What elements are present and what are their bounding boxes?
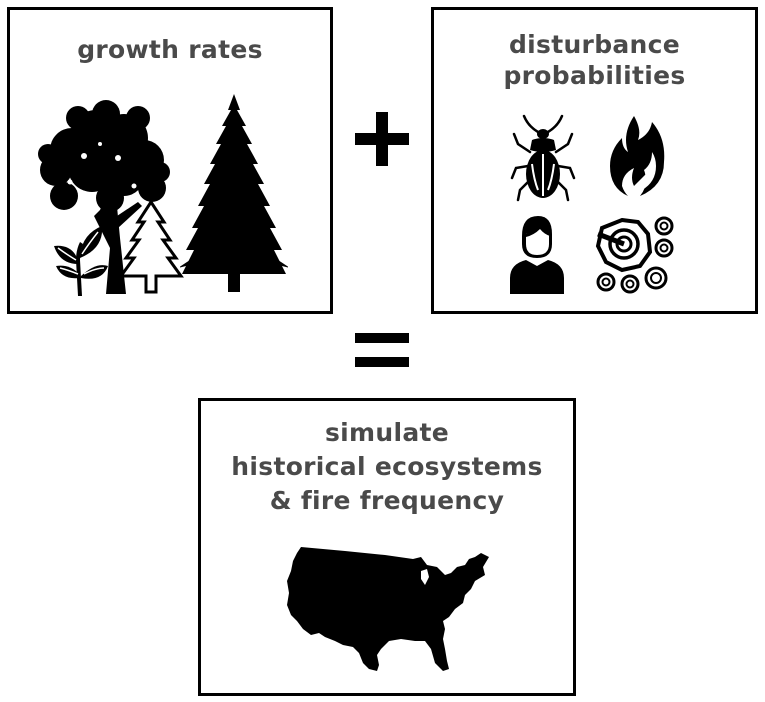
simulate-title-line2: historical ecosystems <box>231 452 543 481</box>
growth-rates-title: growth rates <box>10 34 330 65</box>
simulate-title-line3: & fire frequency <box>269 486 505 515</box>
seedling-icon <box>54 226 108 296</box>
simulate-title-line1: simulate <box>324 418 450 447</box>
beetle-icon <box>510 114 576 202</box>
deciduous-tree-icon <box>38 100 170 294</box>
equals-icon <box>355 333 409 367</box>
disturbance-probabilities-box: disturbance probabilities <box>431 7 758 314</box>
usa-map-icon <box>287 547 489 671</box>
disturbance-title-line1: disturbance <box>508 30 681 59</box>
person-icon <box>510 216 564 294</box>
simulate-title: simulate historical ecosystems & fire fr… <box>201 416 573 518</box>
simulate-box: simulate historical ecosystems & fire fr… <box>198 398 576 696</box>
growth-rates-title-text: growth rates <box>77 35 263 64</box>
plus-icon <box>355 112 409 166</box>
conifer-outline-icon <box>118 199 184 294</box>
conifer-tree-icon <box>180 94 288 292</box>
growth-rates-box: growth rates <box>7 7 333 314</box>
tree-rings-icon <box>595 216 674 294</box>
disturbance-title: disturbance probabilities <box>434 29 755 91</box>
disturbance-title-line2: probabilities <box>503 61 686 90</box>
fire-icon <box>610 116 665 196</box>
